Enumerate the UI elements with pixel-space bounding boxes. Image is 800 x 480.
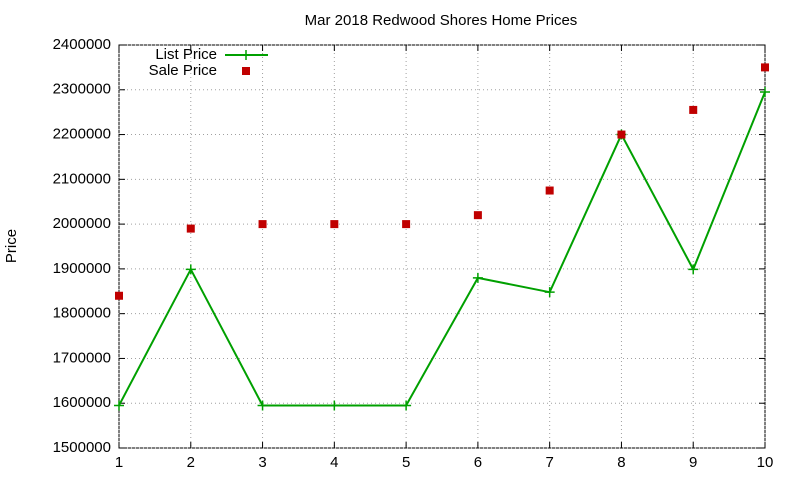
point (617, 130, 626, 139)
point (258, 220, 267, 229)
y-tick-label: 1600000 (53, 394, 111, 411)
x-tick-label: 10 (757, 454, 774, 471)
point (186, 224, 195, 233)
y-axis-label: Price (3, 229, 20, 263)
point (242, 67, 250, 75)
x-tick-label: 7 (545, 454, 553, 471)
x-tick-label: 3 (258, 454, 266, 471)
x-tick-label: 5 (402, 454, 410, 471)
legend-label: Sale Price (149, 62, 217, 79)
point (185, 264, 196, 275)
x-tick-label: 2 (187, 454, 195, 471)
point (330, 220, 339, 229)
y-tick-label: 1900000 (53, 260, 111, 277)
point (761, 63, 769, 72)
y-tick-label: 2200000 (53, 126, 111, 143)
point (473, 211, 482, 220)
legend-label: List Price (155, 46, 217, 63)
x-tick-label: 6 (474, 454, 482, 471)
point (329, 400, 340, 411)
y-tick-label: 1800000 (53, 305, 111, 322)
plot-border (118, 44, 766, 449)
point (241, 50, 251, 60)
point (257, 400, 268, 411)
chart-title: Mar 2018 Redwood Shores Home Prices (305, 12, 578, 29)
y-tick-label: 2000000 (53, 215, 111, 232)
point (401, 400, 412, 411)
y-tick-label: 2400000 (53, 36, 111, 53)
y-tick-label: 2100000 (53, 170, 111, 187)
point (760, 87, 770, 98)
point (545, 186, 554, 195)
point (115, 291, 123, 300)
y-tick-label: 1700000 (53, 349, 111, 366)
point (472, 272, 483, 283)
y-tick-label: 1500000 (53, 439, 111, 456)
point (114, 400, 124, 411)
point (688, 264, 699, 275)
point (402, 220, 411, 229)
x-tick-label: 9 (689, 454, 697, 471)
x-tick-label: 1 (115, 454, 123, 471)
series-line (118, 91, 766, 407)
x-tick-label: 4 (330, 454, 338, 471)
point (544, 287, 555, 298)
y-tick-label: 2300000 (53, 81, 111, 98)
x-tick-label: 8 (617, 454, 625, 471)
point (689, 105, 698, 114)
